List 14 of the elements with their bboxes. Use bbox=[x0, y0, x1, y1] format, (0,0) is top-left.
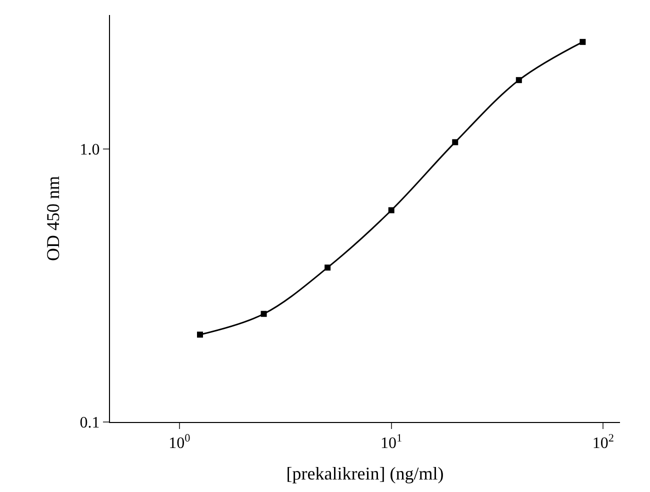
y-tick-label: 0.1 bbox=[80, 414, 100, 432]
y-axis-title: OD 450 nm bbox=[43, 176, 63, 261]
point bbox=[452, 139, 458, 146]
point bbox=[388, 207, 394, 214]
x-tick-label: 10$^{0}$ bbox=[168, 432, 191, 452]
x-tick-label: 10$^{2}$ bbox=[592, 432, 614, 452]
point bbox=[324, 264, 331, 271]
y-tick-label: 1.0 bbox=[80, 142, 100, 159]
point bbox=[197, 332, 204, 338]
x-tick-label: 10$^{1}$ bbox=[380, 432, 402, 452]
point bbox=[580, 38, 586, 45]
point bbox=[516, 77, 522, 84]
x-axis-title: [prekalikrein] (ng/ml) bbox=[286, 463, 444, 484]
point bbox=[260, 310, 267, 317]
